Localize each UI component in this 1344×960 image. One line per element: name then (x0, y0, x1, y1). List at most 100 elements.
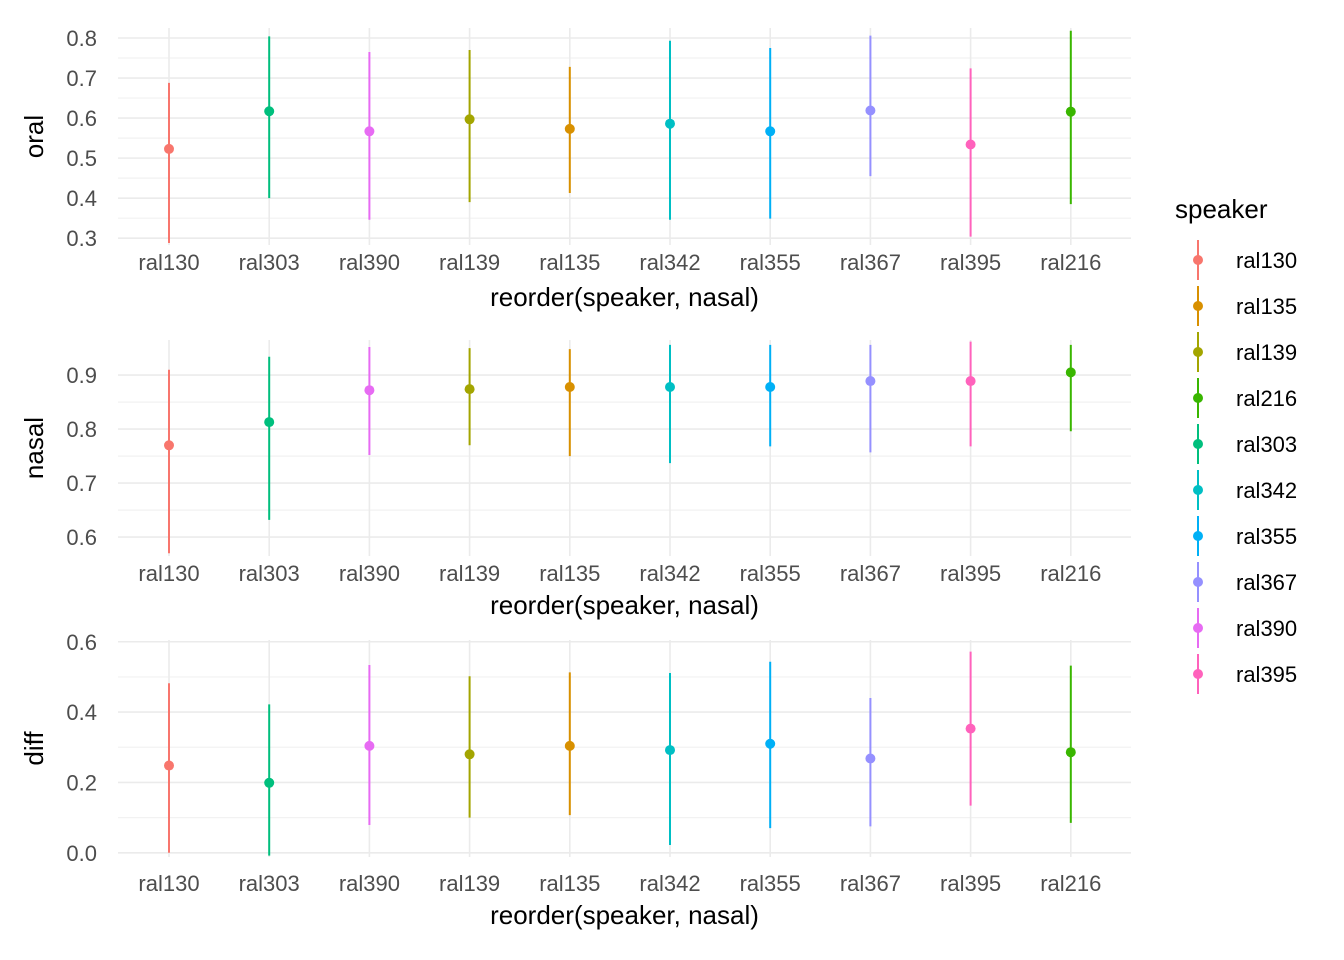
y-tick-label: 0.7 (66, 66, 97, 91)
point-ral390 (364, 385, 375, 396)
y-tick-label: 0.3 (66, 226, 97, 251)
legend-key-point-ral216 (1193, 393, 1203, 403)
x-tick-label: ral130 (138, 250, 199, 275)
x-tick-label: ral395 (940, 250, 1001, 275)
y-tick-label: 0.2 (66, 770, 97, 795)
y-axis-title: diff (19, 731, 49, 766)
point-ral303 (264, 417, 275, 428)
x-tick-label: ral216 (1040, 871, 1101, 896)
x-tick-label: ral395 (940, 871, 1001, 896)
point-ral135 (564, 381, 575, 392)
x-tick-label: ral395 (940, 561, 1001, 586)
y-tick-label: 0.8 (66, 417, 97, 442)
point-ral390 (364, 740, 375, 751)
x-tick-label: ral342 (639, 871, 700, 896)
legend-key-point-ral139 (1193, 347, 1203, 357)
point-ral342 (665, 118, 675, 129)
y-tick-label: 0.4 (66, 700, 97, 725)
point-ral395 (965, 376, 976, 387)
x-tick-label: ral390 (339, 871, 400, 896)
legend-key-point-ral395 (1193, 669, 1203, 679)
point-ral367 (865, 753, 876, 764)
point-ral135 (564, 740, 575, 751)
x-axis-title: reorder(speaker, nasal) (490, 282, 759, 312)
legend-label-ral139: ral139 (1236, 340, 1297, 365)
y-tick-label: 0.7 (66, 471, 97, 496)
panel-nasal: 0.6 0.7 0.8 0.9 ral130 ral303 ral390 ral139 ral1… (19, 340, 1131, 620)
panel-diff: 0.0 0.2 0.4 0.6 ral130 ral303 ral390 ral139 ral1… (19, 630, 1131, 930)
point-ral367 (865, 376, 876, 387)
x-tick-label: ral390 (339, 250, 400, 275)
legend-label-ral342: ral342 (1236, 478, 1297, 503)
legend-label-ral135: ral135 (1236, 294, 1297, 319)
x-tick-label: ral135 (539, 561, 600, 586)
x-tick-label: ral130 (138, 561, 199, 586)
x-tick-label: ral355 (740, 250, 801, 275)
point-ral303 (264, 106, 275, 117)
legend-key-point-ral355 (1193, 531, 1203, 541)
x-tick-label: ral135 (539, 871, 600, 896)
legend: speaker ral130 ral135 ral139 ral216 ral303 ral… (1175, 194, 1297, 694)
x-tick-label: ral139 (439, 561, 500, 586)
panel-oral: 0.3 0.4 0.5 0.6 0.7 0.8 ral130 ral303 ral390 ral1… (19, 26, 1131, 312)
x-tick-label: ral355 (740, 871, 801, 896)
legend-key-point-ral342 (1193, 485, 1203, 495)
y-tick-label: 0.0 (66, 841, 97, 866)
point-ral216 (1065, 367, 1076, 378)
legend-title: speaker (1175, 194, 1268, 224)
legend-key-point-ral367 (1193, 577, 1203, 587)
x-tick-label: ral342 (639, 250, 700, 275)
x-tick-label: ral303 (239, 871, 300, 896)
legend-label-ral390: ral390 (1236, 616, 1297, 641)
x-tick-label: ral303 (239, 561, 300, 586)
legend-label-ral303: ral303 (1236, 432, 1297, 457)
point-ral390 (364, 126, 375, 137)
legend-key-point-ral390 (1193, 623, 1203, 633)
legend-label-ral216: ral216 (1236, 386, 1297, 411)
point-ral342 (665, 745, 675, 756)
point-ral130 (164, 760, 174, 771)
point-ral355 (765, 381, 776, 392)
x-tick-label: ral367 (840, 561, 901, 586)
y-axis-title: oral (19, 115, 49, 158)
legend-label-ral395: ral395 (1236, 662, 1297, 687)
point-ral139 (464, 749, 475, 760)
point-ral395 (965, 723, 976, 734)
point-ral139 (464, 384, 475, 395)
point-ral355 (765, 738, 776, 749)
x-tick-label: ral367 (840, 871, 901, 896)
x-tick-label: ral355 (740, 561, 801, 586)
y-axis-title: nasal (19, 417, 49, 479)
x-tick-label: ral342 (639, 561, 700, 586)
legend-key-point-ral303 (1193, 439, 1203, 449)
point-ral367 (865, 105, 876, 116)
legend-key-point-ral135 (1193, 301, 1203, 311)
point-ral130 (164, 143, 174, 154)
point-ral355 (765, 126, 776, 137)
x-tick-label: ral139 (439, 250, 500, 275)
y-tick-label: 0.6 (66, 630, 97, 655)
y-tick-label: 0.9 (66, 363, 97, 388)
x-tick-label: ral367 (840, 250, 901, 275)
point-ral216 (1065, 106, 1076, 117)
x-tick-label: ral139 (439, 871, 500, 896)
y-tick-label: 0.8 (66, 26, 97, 51)
point-ral342 (665, 381, 675, 392)
x-tick-label: ral303 (239, 250, 300, 275)
y-tick-label: 0.6 (66, 525, 97, 550)
point-ral130 (164, 440, 174, 451)
x-axis-title: reorder(speaker, nasal) (490, 590, 759, 620)
x-tick-label: ral135 (539, 250, 600, 275)
x-tick-label: ral216 (1040, 250, 1101, 275)
legend-label-ral367: ral367 (1236, 570, 1297, 595)
x-axis-title: reorder(speaker, nasal) (490, 900, 759, 930)
legend-label-ral130: ral130 (1236, 248, 1297, 273)
y-tick-label: 0.5 (66, 146, 97, 171)
x-tick-label: ral390 (339, 561, 400, 586)
y-tick-label: 0.4 (66, 186, 97, 211)
point-ral135 (564, 123, 575, 134)
legend-label-ral355: ral355 (1236, 524, 1297, 549)
point-ral303 (264, 777, 275, 788)
point-ral139 (464, 114, 475, 125)
